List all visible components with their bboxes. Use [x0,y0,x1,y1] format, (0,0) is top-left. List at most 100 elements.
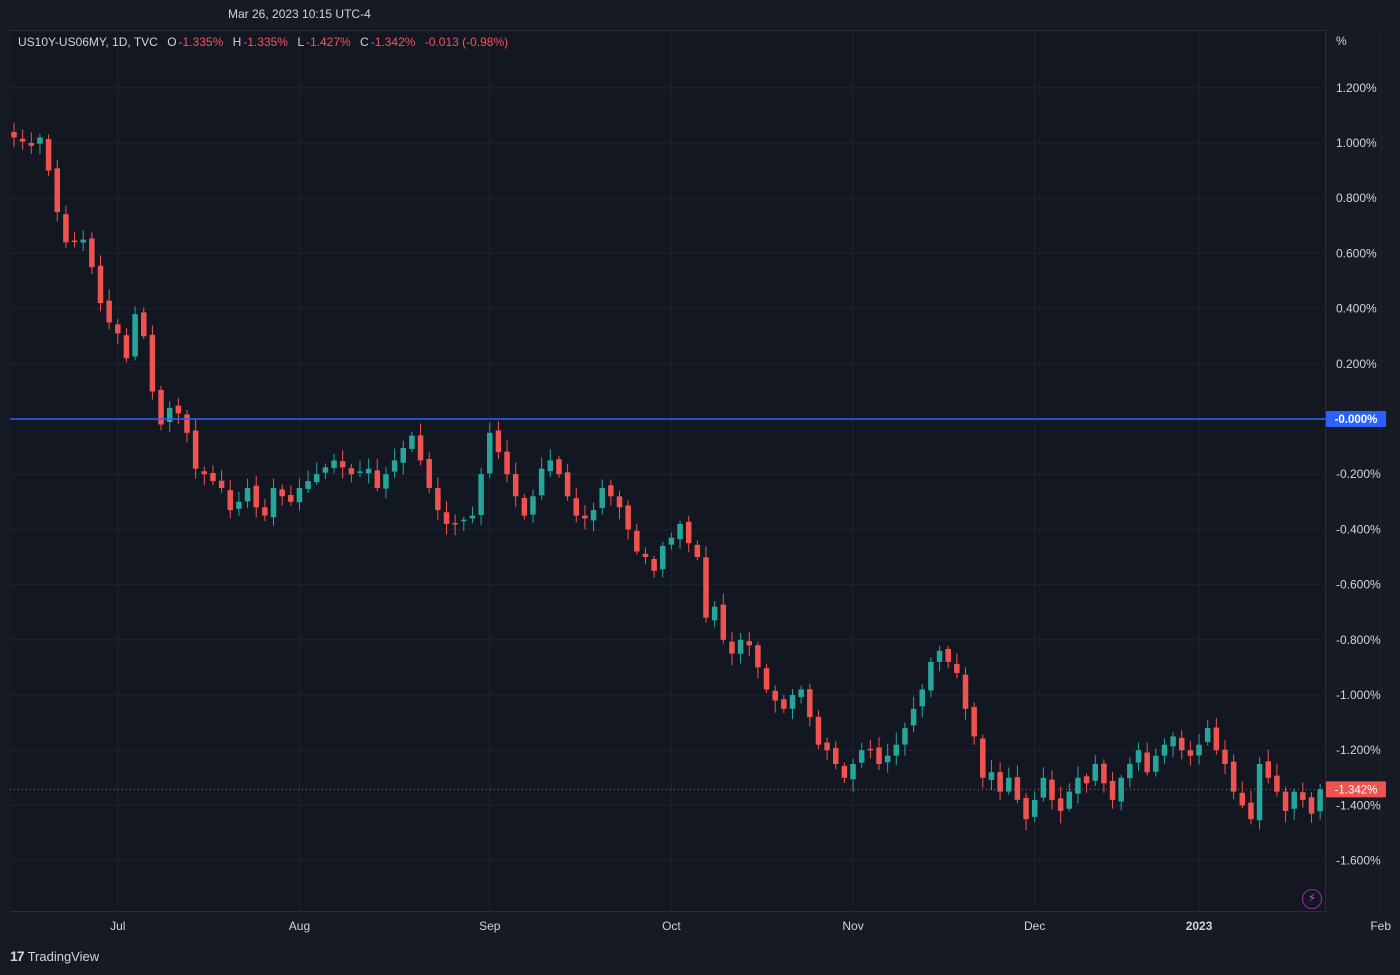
candle [945,645,951,669]
candle [1222,740,1228,775]
candle [815,710,822,750]
candle [158,385,164,431]
chart-grid [10,30,1382,912]
candle [789,688,796,720]
candle-body [1075,777,1081,794]
candle-body [789,695,796,709]
candle-body [798,689,804,698]
candle-body [192,430,199,469]
candle-body [1222,749,1228,764]
chart-pane[interactable] [10,30,1326,912]
legend-change-value: -0.013 (-0.98%) [424,35,509,49]
time-tick-label: Sep [479,919,501,933]
candle [530,489,536,523]
candle-body [547,460,554,472]
candle [1161,738,1168,764]
brand-name: TradingView [27,948,100,964]
candle-body [668,537,675,545]
candle [928,657,934,698]
candle [374,458,381,492]
candle-body [331,460,337,468]
candle [1170,732,1176,757]
candle [1256,757,1263,830]
time-tick-label: Nov [842,919,863,933]
candle-body [1274,775,1280,792]
candle-body [1187,750,1194,756]
candle-body [1204,728,1211,742]
candle [1006,767,1012,795]
tradingview-brand[interactable]: 17 TradingView [10,948,99,964]
candle-body [417,435,424,461]
legend-symbol[interactable]: US10Y-US06MY, 1D, TVC [18,35,158,49]
candle [331,453,337,474]
candle [858,742,865,768]
candle [1127,757,1133,788]
candle [1101,759,1107,793]
candle [1308,792,1315,823]
candle [737,632,744,664]
candle [339,450,346,479]
candle-body [928,661,934,691]
candle-body [651,559,657,571]
candle [824,737,830,760]
candle-body [288,495,294,502]
candle-body [893,744,900,756]
candle-body [711,606,718,621]
candle [1023,793,1029,831]
candle-body [270,488,277,518]
legend-low-label: L [297,35,304,49]
candle [729,631,735,666]
candle-body [141,312,147,337]
price-tick-label: -0.600% [1336,578,1381,592]
candle-body [461,519,467,522]
price-tick-label: -1.400% [1336,798,1381,812]
lightning-icon[interactable]: ⚡ [1302,889,1322,909]
candle [772,685,778,713]
candle-body [781,699,787,709]
candle-body [339,461,346,468]
candle-body [1230,761,1237,792]
candle [703,546,709,623]
candle-body [512,474,519,497]
candle [236,491,242,516]
candle-body [521,497,528,516]
legend-close-value: -1.342% [370,35,416,49]
candle [1109,772,1116,809]
candle [314,462,320,485]
candle [175,398,182,425]
candle-body [1014,777,1021,800]
time-tick-label: Aug [289,919,310,933]
candle-body [919,689,925,707]
candle [218,470,225,493]
candle [634,523,640,555]
candle-body [841,765,848,778]
candle [997,762,1003,801]
candle [478,467,484,525]
price-tick-label: -1.200% [1336,743,1381,757]
candle [807,683,813,727]
candle-body [54,168,60,212]
price-axis-unit[interactable]: % [1336,34,1347,48]
tradingview-logo-icon: 17 [10,948,25,964]
candle-body [97,265,104,304]
candle [919,684,925,718]
candle [910,696,917,733]
candle [833,741,839,770]
candle-body [746,641,752,646]
candle-body [305,481,311,489]
candle [45,134,52,177]
candle [1282,786,1289,823]
candle-body [244,488,251,502]
candle [426,452,432,494]
candle [244,478,251,509]
candle [1135,742,1142,771]
candle [1317,784,1323,820]
price-tick-label: 0.400% [1336,302,1377,316]
candle [1300,782,1306,808]
candle [400,440,406,475]
candle [391,448,398,479]
candle-body [80,239,86,243]
candle-body [1196,744,1202,756]
candle [296,478,303,511]
